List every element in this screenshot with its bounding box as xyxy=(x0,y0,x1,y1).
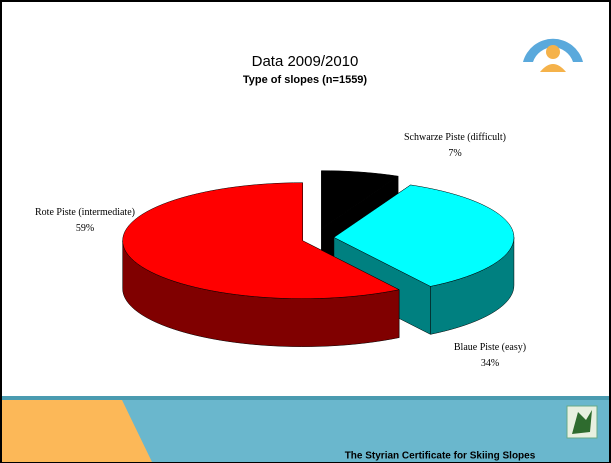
logo-panther xyxy=(572,410,592,434)
logo-arc xyxy=(523,38,583,62)
footer-line xyxy=(2,396,609,400)
data-label-box: Schwarze Piste (difficult) 7% xyxy=(395,130,515,162)
logo-top xyxy=(521,20,585,84)
footer-band xyxy=(2,396,609,462)
slice-top xyxy=(333,184,515,287)
data-label: Blaue Piste (easy) 34% xyxy=(430,340,550,372)
logo-body xyxy=(540,64,566,72)
data-label-box: Blaue Piste (easy) 34% xyxy=(430,340,550,372)
chart-title: Data 2009/2010 xyxy=(252,53,359,70)
footer-orange xyxy=(2,400,152,462)
data-label: Schwarze Piste (difficult) 7% xyxy=(395,130,515,162)
slice-top xyxy=(122,182,400,299)
logo-head xyxy=(546,45,560,59)
category-label: Blaue Piste (easy) xyxy=(453,342,527,353)
footer-text: The Styrian Certificate for Skiing Slope… xyxy=(345,451,536,462)
value-label: 7% xyxy=(448,148,462,159)
value-label: 34% xyxy=(480,358,500,369)
chart-subtitle: Type of slopes (n=1559) xyxy=(243,74,368,86)
data-label-box: Rote Piste (intermediate) 59% xyxy=(25,205,145,237)
value-label: 59% xyxy=(75,223,95,234)
logo-bottom xyxy=(566,405,598,439)
data-label: Rote Piste (intermediate) 59% xyxy=(25,205,145,237)
pie xyxy=(122,170,515,347)
slice-top xyxy=(321,170,399,230)
category-label: Rote Piste (intermediate) xyxy=(35,207,135,218)
category-label: Schwarze Piste (difficult) xyxy=(403,132,506,143)
